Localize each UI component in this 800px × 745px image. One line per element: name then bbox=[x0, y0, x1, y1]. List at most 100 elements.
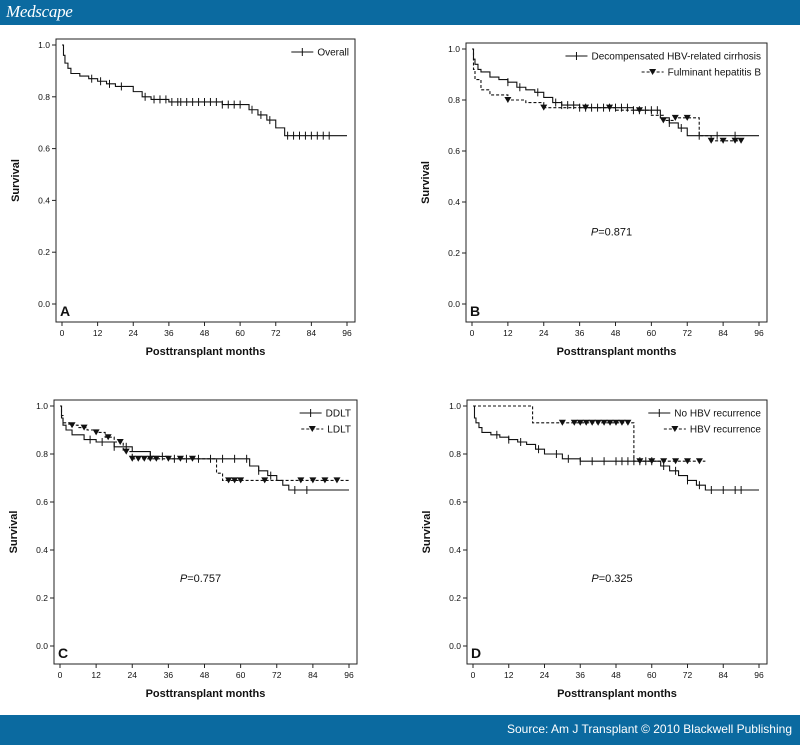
x-tick-label: 48 bbox=[200, 328, 210, 338]
legend-label: Decompensated HBV-related cirrhosis bbox=[591, 52, 761, 63]
legend-marker bbox=[308, 426, 316, 432]
x-tick-label: 0 bbox=[471, 670, 476, 680]
censor-mark bbox=[540, 104, 548, 111]
x-tick-label: 12 bbox=[504, 670, 514, 680]
panel-letter: C bbox=[58, 645, 68, 661]
y-tick-label: 0.4 bbox=[38, 195, 50, 205]
series-0 bbox=[472, 48, 759, 140]
censor-mark bbox=[68, 422, 76, 429]
censor-mark bbox=[231, 477, 239, 484]
censor-mark bbox=[261, 477, 269, 484]
plot-frame bbox=[466, 399, 768, 665]
y-tick-label: 0.8 bbox=[38, 92, 50, 102]
panel-c: 0.0 0.2 0.4 0.6 0.8 1.0 0 12 24 36 48 60 72 84 96 Postt… bbox=[8, 399, 358, 700]
y-tick-label: 0.6 bbox=[448, 146, 460, 156]
survival-curve bbox=[60, 405, 349, 481]
legend-label: Fulminant hepatitis B bbox=[668, 68, 762, 79]
y-tick-label: 0.2 bbox=[38, 247, 50, 257]
y-tick-label: 1.0 bbox=[449, 401, 461, 411]
p-value-number: =0.871 bbox=[598, 227, 632, 239]
plot-frame bbox=[53, 399, 358, 665]
y-tick-label: 0.8 bbox=[448, 95, 460, 105]
survival-curve bbox=[472, 48, 742, 142]
censor-mark bbox=[624, 419, 632, 426]
y-axis-label: Survival bbox=[10, 159, 22, 202]
x-tick-label: 72 bbox=[683, 670, 693, 680]
p-symbol: P bbox=[180, 573, 188, 585]
censor-mark bbox=[606, 419, 614, 426]
y-tick-label: 0.4 bbox=[448, 197, 460, 207]
legend-marker bbox=[649, 69, 657, 75]
censor-mark bbox=[140, 455, 148, 462]
x-tick-label: 24 bbox=[129, 328, 139, 338]
p-symbol: P bbox=[591, 573, 599, 585]
y-tick-label: 0.0 bbox=[449, 641, 461, 651]
x-axis-label: Posttransplant months bbox=[557, 346, 677, 358]
censor-mark bbox=[582, 104, 590, 111]
x-tick-label: 36 bbox=[164, 670, 174, 680]
x-tick-label: 24 bbox=[128, 670, 138, 680]
x-axis-label: Posttransplant months bbox=[146, 346, 266, 358]
y-axis-label: Survival bbox=[421, 511, 433, 554]
y-axis-label: Survival bbox=[420, 161, 432, 204]
censor-mark bbox=[164, 455, 172, 462]
censor-mark bbox=[225, 477, 233, 484]
censor-mark bbox=[737, 137, 745, 144]
p-value-number: =0.757 bbox=[187, 573, 221, 585]
x-axis-label: Posttransplant months bbox=[146, 688, 266, 700]
censor-mark bbox=[695, 458, 703, 465]
medscape-logo: Medscape bbox=[6, 2, 73, 21]
series-1 bbox=[60, 405, 349, 484]
x-tick-label: 60 bbox=[235, 328, 245, 338]
x-tick-label: 48 bbox=[200, 670, 210, 680]
censor-mark bbox=[612, 419, 620, 426]
legend-label: DDLT bbox=[326, 409, 351, 420]
censor-mark bbox=[92, 429, 100, 436]
censor-mark bbox=[659, 117, 667, 124]
p-value-number: =0.325 bbox=[599, 573, 633, 585]
x-tick-label: 24 bbox=[540, 670, 550, 680]
y-tick-label: 0.8 bbox=[36, 449, 48, 459]
censor-mark bbox=[594, 419, 602, 426]
x-tick-label: 96 bbox=[342, 328, 352, 338]
x-tick-label: 36 bbox=[575, 328, 585, 338]
footer-bar: Source: Am J Transplant © 2010 Blackwell… bbox=[0, 715, 800, 745]
censor-mark bbox=[576, 419, 584, 426]
legend-label: Overall bbox=[317, 48, 349, 59]
x-tick-label: 84 bbox=[719, 670, 729, 680]
y-tick-label: 1.0 bbox=[36, 401, 48, 411]
censor-mark bbox=[128, 455, 136, 462]
y-tick-label: 0.4 bbox=[449, 545, 461, 555]
censor-mark bbox=[660, 458, 668, 465]
plot-frame bbox=[465, 42, 768, 323]
legend-marker bbox=[671, 426, 679, 432]
censor-mark bbox=[321, 477, 329, 484]
censor-mark bbox=[671, 114, 679, 121]
x-tick-label: 24 bbox=[539, 328, 549, 338]
panel-d: 0.0 0.2 0.4 0.6 0.8 1.0 0 12 24 36 48 60 72 84 96 Postt… bbox=[421, 399, 768, 700]
censor-mark bbox=[719, 137, 727, 144]
y-tick-label: 0.0 bbox=[448, 299, 460, 309]
y-tick-label: 0.6 bbox=[38, 144, 50, 154]
y-tick-label: 1.0 bbox=[448, 44, 460, 54]
survival-curve bbox=[62, 44, 347, 137]
legend-label: HBV recurrence bbox=[690, 425, 762, 436]
censor-mark bbox=[116, 439, 124, 445]
censor-mark bbox=[606, 104, 614, 111]
p-value: P=0.757 bbox=[180, 573, 221, 585]
panel-letter: D bbox=[471, 645, 481, 661]
legend-label: LDLT bbox=[327, 425, 351, 436]
y-tick-label: 0.0 bbox=[38, 299, 50, 309]
p-value: P=0.871 bbox=[591, 227, 632, 239]
y-axis-label: Survival bbox=[8, 511, 20, 554]
censor-mark bbox=[588, 419, 596, 426]
censor-mark bbox=[582, 419, 590, 426]
x-tick-label: 36 bbox=[164, 328, 174, 338]
censor-mark bbox=[558, 419, 566, 426]
censor-mark bbox=[134, 455, 142, 462]
censor-mark bbox=[309, 477, 317, 484]
p-value: P=0.325 bbox=[591, 573, 632, 585]
series-1 bbox=[473, 405, 706, 465]
censor-mark bbox=[80, 424, 88, 431]
censor-mark bbox=[707, 137, 715, 144]
